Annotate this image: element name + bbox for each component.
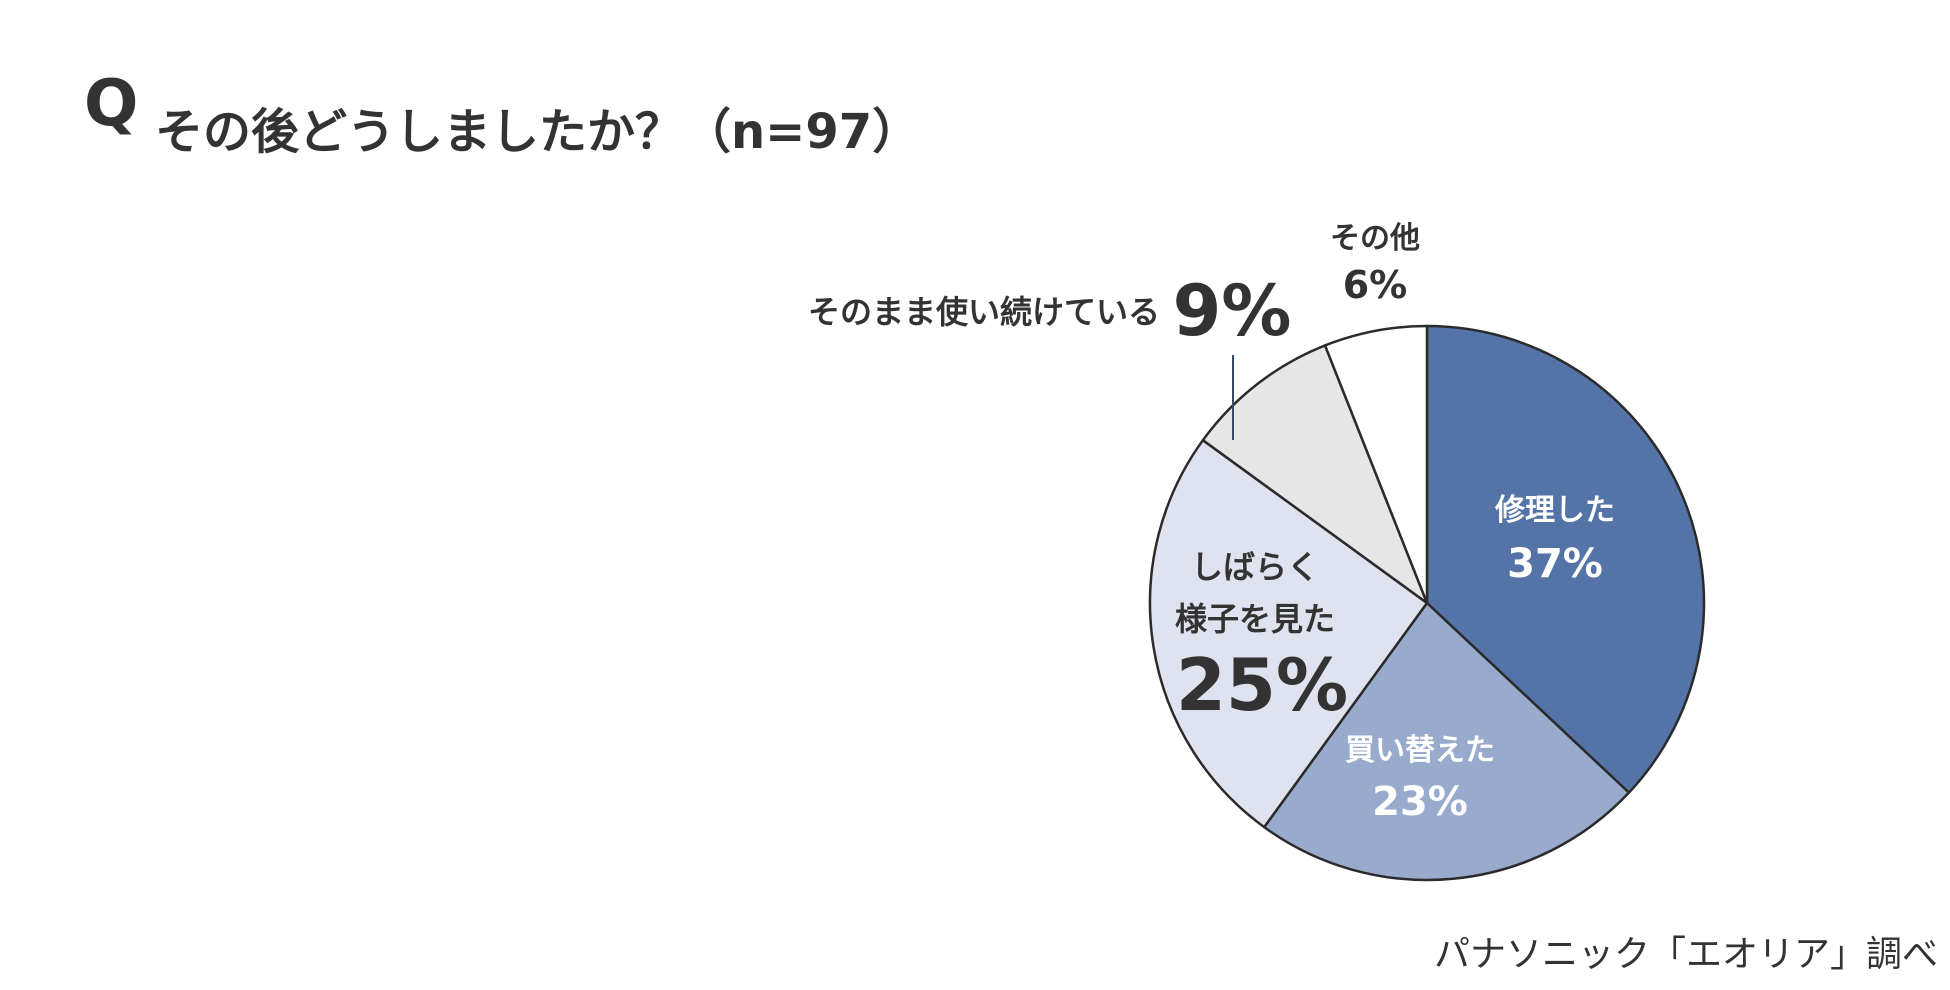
pie-slice-5 (1323, 324, 1429, 605)
slice-label-3-line-1: しばらく (1191, 548, 1319, 586)
slice-label-1: 修理した (1494, 493, 1615, 528)
slice-label-2: 買い替えた (1345, 733, 1495, 768)
slice-label-3-line-2: 様子を見た (1175, 600, 1335, 638)
pie-slice-1 (1425, 324, 1706, 794)
slice-label-4: そのまま使い続けている (808, 293, 1160, 331)
pie-slice-2 (1262, 601, 1631, 882)
pie-slices (1148, 324, 1706, 882)
pie-slice-4 (1201, 344, 1429, 605)
slice-value-label-1: 37% (1507, 541, 1603, 587)
slice-value-label-5: 6% (1343, 263, 1408, 307)
source-note: パナソニック「エオリア」調べ (1433, 934, 1938, 975)
slice-value-label-2: 23% (1372, 779, 1468, 825)
slice-value-label-3: 25% (1176, 643, 1348, 727)
slice-label-5: その他 (1330, 221, 1420, 256)
question-title: その後どうしましたか？（n=97） (155, 104, 921, 160)
slice-value-label-4: 9% (1173, 270, 1292, 352)
pie-slice-3 (1148, 438, 1429, 829)
question-mark-q: Q (84, 67, 139, 141)
